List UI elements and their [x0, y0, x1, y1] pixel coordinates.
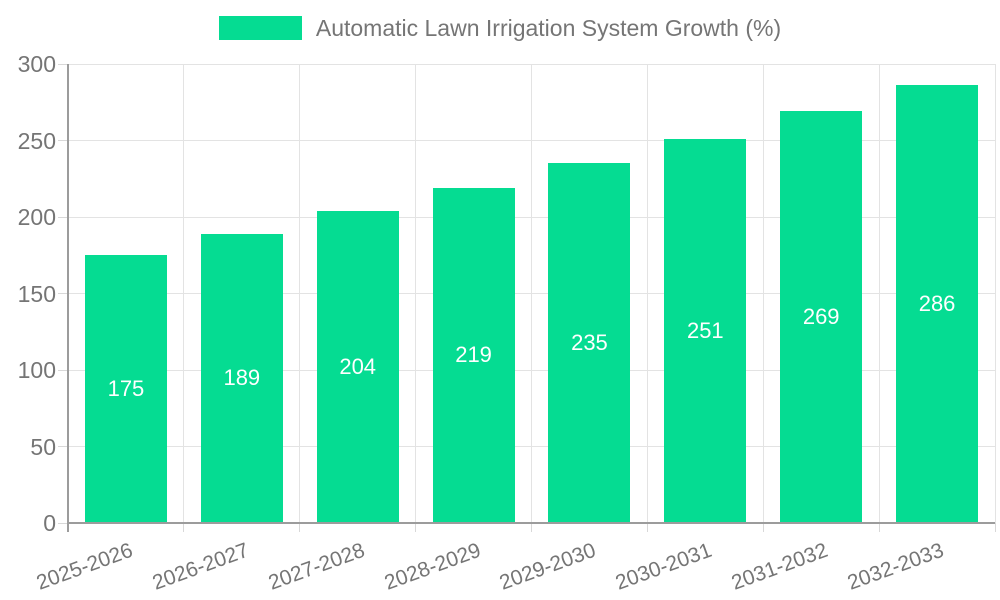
v-gridline — [878, 64, 880, 523]
bar-value-label: 204 — [339, 353, 377, 379]
y-tick-label: 0 — [43, 510, 56, 536]
y-tick-label: 100 — [17, 357, 56, 383]
y-tick-label: 50 — [30, 433, 56, 460]
y-axis-tick — [58, 63, 68, 65]
bar-value-label: 269 — [802, 304, 840, 330]
legend-swatch-icon — [218, 16, 302, 40]
x-axis-tick — [531, 523, 532, 532]
bar[interactable]: 175 — [84, 255, 167, 523]
bar-value-label: 235 — [571, 330, 608, 356]
y-axis-tick — [58, 140, 68, 141]
bar-value-label: 219 — [455, 342, 492, 368]
v-gridline — [183, 64, 185, 523]
y-axis-tick — [58, 522, 68, 524]
x-axis-tick — [762, 523, 764, 532]
legend-item[interactable]: Automatic Lawn Irrigation System Growth … — [218, 12, 782, 44]
chart-legend: Automatic Lawn Irrigation System Growth … — [0, 12, 1000, 44]
y-axis-tick — [58, 293, 68, 294]
bar-value-label: 251 — [686, 317, 724, 343]
x-axis-line — [68, 522, 995, 524]
y-tick-label: 150 — [17, 280, 56, 307]
bar-value-label: 286 — [918, 291, 956, 317]
x-axis-tick — [646, 523, 648, 532]
y-axis-line — [67, 64, 69, 532]
v-gridline — [646, 64, 648, 523]
y-tick-label: 300 — [17, 51, 56, 77]
x-axis-tick — [994, 523, 996, 532]
bar[interactable]: 235 — [548, 163, 631, 523]
y-axis-tick — [58, 216, 68, 218]
legend-label: Automatic Lawn Irrigation System Growth … — [315, 15, 782, 41]
v-gridline — [531, 64, 532, 523]
y-axis-tick — [58, 369, 68, 371]
bar[interactable]: 219 — [432, 187, 515, 523]
bar[interactable]: 204 — [316, 210, 399, 523]
y-axis-tick — [58, 446, 68, 447]
bar[interactable]: 251 — [664, 138, 747, 523]
y-tick-label: 200 — [17, 204, 56, 230]
bar-value-label: 189 — [223, 365, 261, 391]
x-axis-tick — [183, 523, 185, 532]
v-gridline — [299, 64, 301, 523]
bar[interactable]: 286 — [896, 85, 979, 523]
x-axis-tick — [878, 523, 880, 532]
y-tick-label: 250 — [17, 127, 56, 154]
x-axis-tick — [299, 523, 301, 532]
x-axis-tick — [415, 523, 417, 532]
v-gridline — [415, 64, 417, 523]
v-gridline — [994, 64, 996, 523]
bar[interactable]: 189 — [200, 233, 283, 523]
v-gridline — [762, 64, 764, 523]
bar[interactable]: 269 — [780, 111, 863, 523]
bar-value-label: 175 — [107, 376, 145, 402]
